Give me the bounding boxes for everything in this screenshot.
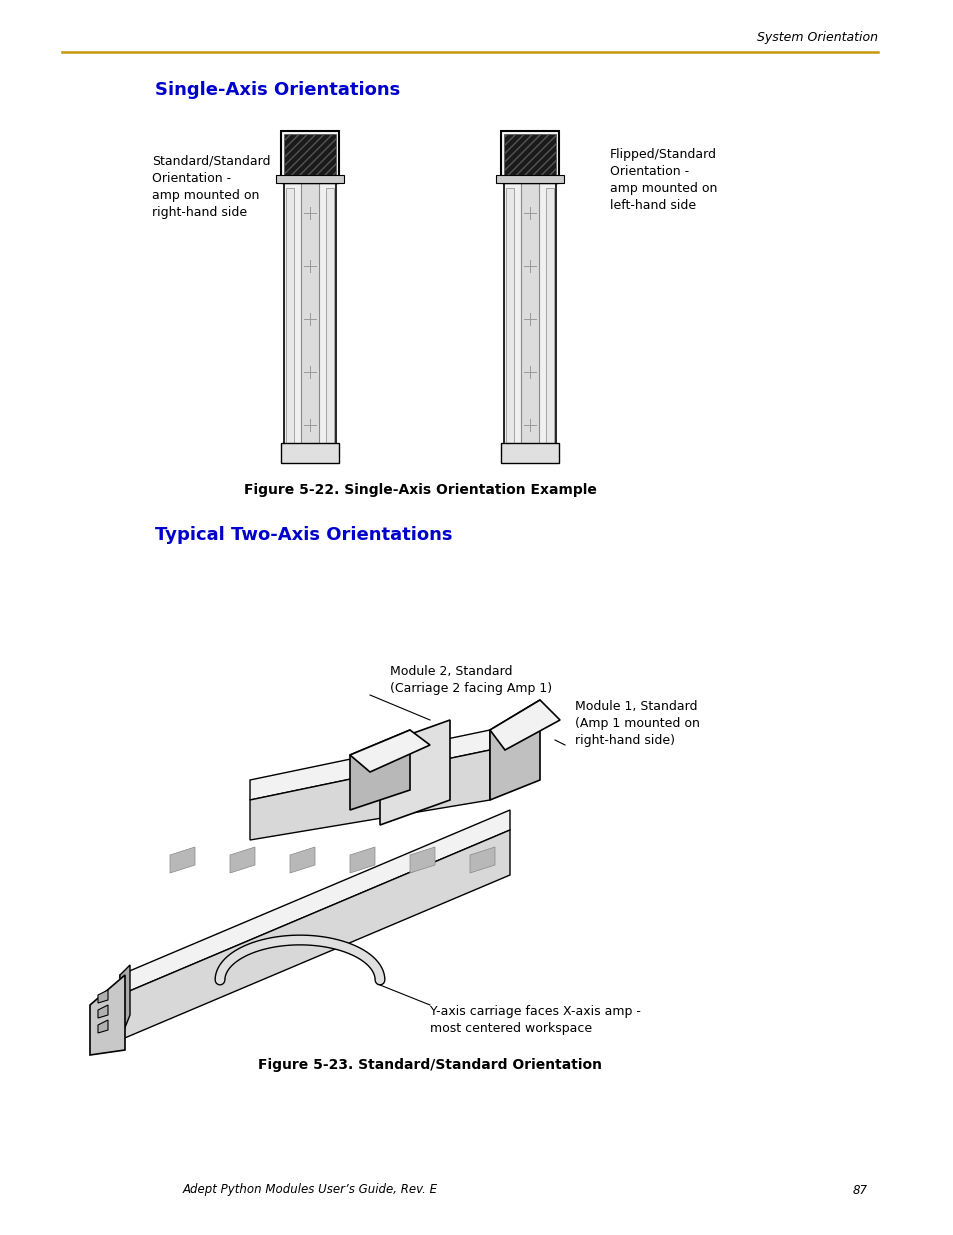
Polygon shape bbox=[350, 847, 375, 873]
Polygon shape bbox=[90, 974, 125, 1055]
Bar bbox=[545, 188, 554, 450]
Polygon shape bbox=[98, 1005, 108, 1018]
Bar bbox=[326, 188, 334, 450]
Text: Adept Python Modules User’s Guide, Rev. E: Adept Python Modules User’s Guide, Rev. … bbox=[182, 1183, 437, 1197]
Text: 87: 87 bbox=[852, 1183, 866, 1197]
Polygon shape bbox=[250, 730, 490, 800]
Polygon shape bbox=[98, 1020, 108, 1032]
Polygon shape bbox=[410, 847, 435, 873]
Text: Single-Axis Orientations: Single-Axis Orientations bbox=[154, 82, 400, 99]
Polygon shape bbox=[250, 750, 490, 840]
Bar bbox=[284, 135, 335, 180]
Polygon shape bbox=[120, 965, 130, 1040]
Bar bbox=[496, 175, 563, 183]
Text: Y-axis carriage faces X-axis amp -
most centered workspace: Y-axis carriage faces X-axis amp - most … bbox=[430, 1005, 640, 1035]
Bar bbox=[500, 131, 558, 183]
Polygon shape bbox=[350, 730, 410, 810]
Polygon shape bbox=[120, 830, 510, 1040]
Bar bbox=[505, 188, 514, 450]
Polygon shape bbox=[490, 700, 559, 750]
Bar bbox=[282, 169, 337, 183]
Polygon shape bbox=[490, 700, 539, 800]
Polygon shape bbox=[350, 730, 430, 772]
Text: Flipped/Standard
Orientation -
amp mounted on
left-hand side: Flipped/Standard Orientation - amp mount… bbox=[609, 148, 717, 212]
Text: System Orientation: System Orientation bbox=[757, 32, 877, 44]
Polygon shape bbox=[170, 847, 194, 873]
Bar bbox=[284, 183, 335, 454]
Text: Figure 5-22. Single-Axis Orientation Example: Figure 5-22. Single-Axis Orientation Exa… bbox=[243, 483, 596, 496]
Text: Typical Two-Axis Orientations: Typical Two-Axis Orientations bbox=[154, 526, 452, 543]
Bar bbox=[281, 443, 338, 463]
Bar bbox=[501, 169, 558, 183]
Bar bbox=[275, 175, 344, 183]
Text: Figure 5-23. Standard/Standard Orientation: Figure 5-23. Standard/Standard Orientati… bbox=[257, 1058, 601, 1072]
Text: Standard/Standard
Orientation -
amp mounted on
right-hand side: Standard/Standard Orientation - amp moun… bbox=[152, 156, 271, 219]
Bar bbox=[500, 443, 558, 463]
Text: Module 1, Standard
(Amp 1 mounted on
right-hand side): Module 1, Standard (Amp 1 mounted on rig… bbox=[575, 700, 700, 747]
Polygon shape bbox=[470, 847, 495, 873]
Bar bbox=[281, 131, 338, 183]
Bar bbox=[301, 183, 318, 454]
Bar bbox=[503, 183, 556, 454]
Polygon shape bbox=[230, 847, 254, 873]
Text: Module 2, Standard
(Carriage 2 facing Amp 1): Module 2, Standard (Carriage 2 facing Am… bbox=[390, 664, 552, 695]
Polygon shape bbox=[290, 847, 314, 873]
Bar bbox=[286, 188, 294, 450]
Polygon shape bbox=[98, 990, 108, 1003]
Polygon shape bbox=[379, 720, 450, 825]
Polygon shape bbox=[120, 810, 510, 995]
Bar bbox=[520, 183, 538, 454]
Bar bbox=[503, 135, 556, 180]
